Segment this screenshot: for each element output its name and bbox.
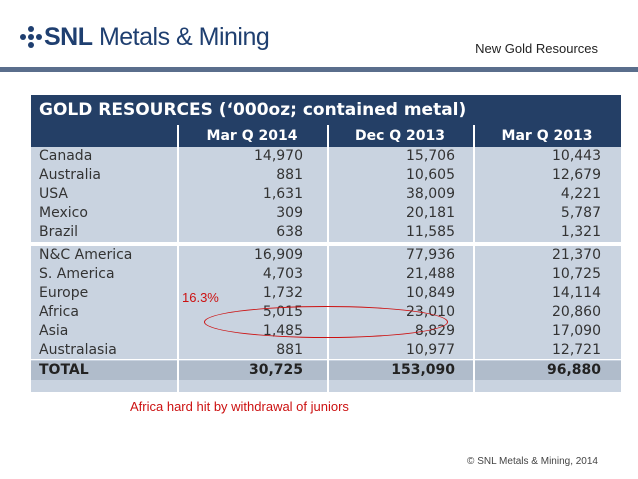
row-value: 153,090 xyxy=(391,362,455,378)
slide-header: SNL Metals & Mining New Gold Resources xyxy=(0,0,638,72)
header-divider xyxy=(0,67,638,72)
row-value: 38,009 xyxy=(406,186,455,202)
column-header-blank xyxy=(31,125,177,147)
row-value: 10,977 xyxy=(406,342,455,358)
column-header-mar-2014: Mar Q 2014 xyxy=(177,125,327,147)
column-divider xyxy=(327,125,329,392)
row-label: Africa xyxy=(39,304,79,320)
snl-dots-icon xyxy=(20,26,42,48)
row-divider xyxy=(31,359,621,360)
row-value: 881 xyxy=(276,167,303,183)
row-value: 638 xyxy=(276,224,303,240)
row-value: 10,849 xyxy=(406,285,455,301)
row-label: Canada xyxy=(39,148,93,164)
row-value: 30,725 xyxy=(248,362,303,378)
row-value: 77,936 xyxy=(406,247,455,263)
column-divider xyxy=(177,125,179,392)
row-label: TOTAL xyxy=(39,362,89,378)
row-value: 4,221 xyxy=(560,186,601,202)
table-row: Brazil 638 11,585 1,321 xyxy=(31,223,621,242)
row-value: 10,605 xyxy=(406,167,455,183)
row-value: 309 xyxy=(276,205,303,221)
row-value: 21,370 xyxy=(552,247,601,263)
copyright-notice: © SNL Metals & Mining, 2014 xyxy=(467,456,598,467)
row-value: 20,181 xyxy=(406,205,455,221)
row-label: Australasia xyxy=(39,342,117,358)
column-header-dec-2013: Dec Q 2013 xyxy=(327,125,473,147)
row-value: 12,721 xyxy=(552,342,601,358)
row-value: 20,860 xyxy=(552,304,601,320)
row-value: 11,585 xyxy=(406,224,455,240)
table-row: Mexico 309 20,181 5,787 xyxy=(31,204,621,223)
row-label: Europe xyxy=(39,285,89,301)
row-label: Brazil xyxy=(39,224,79,240)
row-value: 10,443 xyxy=(552,148,601,164)
table-row: Australasia 881 10,977 12,721 xyxy=(31,341,621,360)
row-value: 1,732 xyxy=(262,285,303,301)
table-row: Australia 881 10,605 12,679 xyxy=(31,166,621,185)
row-value: 10,725 xyxy=(552,266,601,282)
row-value: 21,488 xyxy=(406,266,455,282)
row-value: 96,880 xyxy=(546,362,601,378)
africa-highlight-ellipse xyxy=(204,306,448,338)
table-row: N&C America 16,909 77,936 21,370 xyxy=(31,246,621,265)
table-row: USA 1,631 38,009 4,221 xyxy=(31,185,621,204)
table-row: Europe 1,732 10,849 14,114 xyxy=(31,284,621,303)
total-row: TOTAL 30,725 153,090 96,880 xyxy=(31,361,621,380)
row-value: 1,631 xyxy=(262,186,303,202)
row-value: 14,970 xyxy=(254,148,303,164)
africa-share-annotation: 16.3% xyxy=(182,290,219,305)
annotation-caption: Africa hard hit by withdrawal of juniors xyxy=(130,399,349,414)
row-value: 17,090 xyxy=(552,323,601,339)
slide-title: New Gold Resources xyxy=(475,41,598,56)
row-value: 5,787 xyxy=(560,205,601,221)
row-label: Mexico xyxy=(39,205,88,221)
table-row: S. America 4,703 21,488 10,725 xyxy=(31,265,621,284)
column-divider xyxy=(473,125,475,392)
logo-text: SNL Metals & Mining xyxy=(44,22,270,51)
row-value: 14,114 xyxy=(552,285,601,301)
table-row: Canada 14,970 15,706 10,443 xyxy=(31,147,621,166)
row-label: N&C America xyxy=(39,247,133,263)
row-value: 16,909 xyxy=(254,247,303,263)
row-label: Asia xyxy=(39,323,69,339)
row-value: 1,321 xyxy=(560,224,601,240)
row-divider xyxy=(31,242,621,246)
column-header-mar-2013: Mar Q 2013 xyxy=(473,125,621,147)
row-label: Australia xyxy=(39,167,101,183)
row-value: 15,706 xyxy=(406,148,455,164)
table-title: GOLD RESOURCES (‘000oz; contained metal) xyxy=(31,95,621,125)
snl-logo: SNL Metals & Mining xyxy=(20,20,270,54)
gold-resources-table: GOLD RESOURCES (‘000oz; contained metal)… xyxy=(31,95,621,392)
row-value: 12,679 xyxy=(552,167,601,183)
row-label: S. America xyxy=(39,266,115,282)
row-value: 881 xyxy=(276,342,303,358)
row-value: 4,703 xyxy=(262,266,303,282)
row-label: USA xyxy=(39,186,68,202)
